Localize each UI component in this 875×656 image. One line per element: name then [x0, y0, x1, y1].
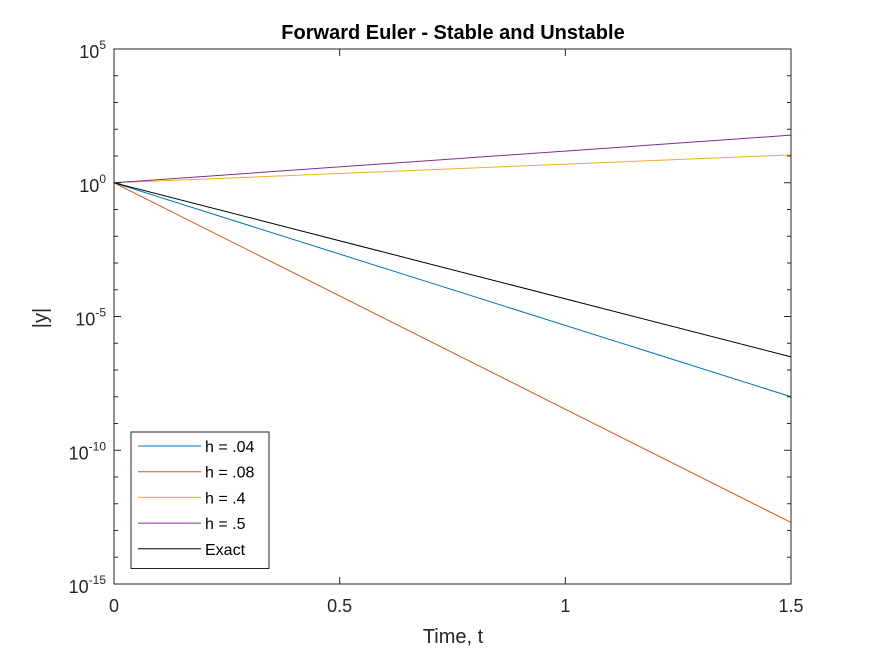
x-axis-label: Time, t — [423, 626, 484, 648]
series-line-4 — [113, 182, 792, 358]
series-line-2 — [113, 154, 792, 184]
y-tick-label-0: 10-15 — [69, 573, 107, 597]
series-line-0 — [113, 182, 792, 398]
legend-label-4: Exact — [205, 542, 246, 559]
x-tick-label-0: 0 — [109, 596, 119, 616]
y-tick-label-3: 100 — [79, 172, 106, 196]
legend-label-0: h = .04 — [205, 439, 254, 456]
y-tick-label-2: 10-5 — [75, 306, 106, 330]
x-tick-label-3: 1.5 — [778, 596, 803, 616]
legend-box — [130, 431, 270, 569]
plot-area: 0 0.5 1 1.5 10-15 10-10 10-5 100 105 h = .04 h = .… — [69, 38, 804, 616]
x-tick-label-2: 1 — [560, 596, 570, 616]
x-tick-label-1: 0.5 — [327, 596, 352, 616]
y-axis-label: |y| — [30, 308, 52, 328]
chart-title: Forward Euler - Stable and Unstable — [281, 22, 624, 44]
series-line-1 — [113, 182, 792, 523]
legend-label-2: h = .4 — [205, 490, 246, 507]
series-line-3 — [113, 134, 792, 184]
y-tick-label-4: 105 — [79, 38, 106, 62]
legend-label-3: h = .5 — [205, 516, 246, 533]
y-tick-label-1: 10-10 — [69, 439, 107, 463]
legend-label-1: h = .08 — [205, 465, 254, 482]
